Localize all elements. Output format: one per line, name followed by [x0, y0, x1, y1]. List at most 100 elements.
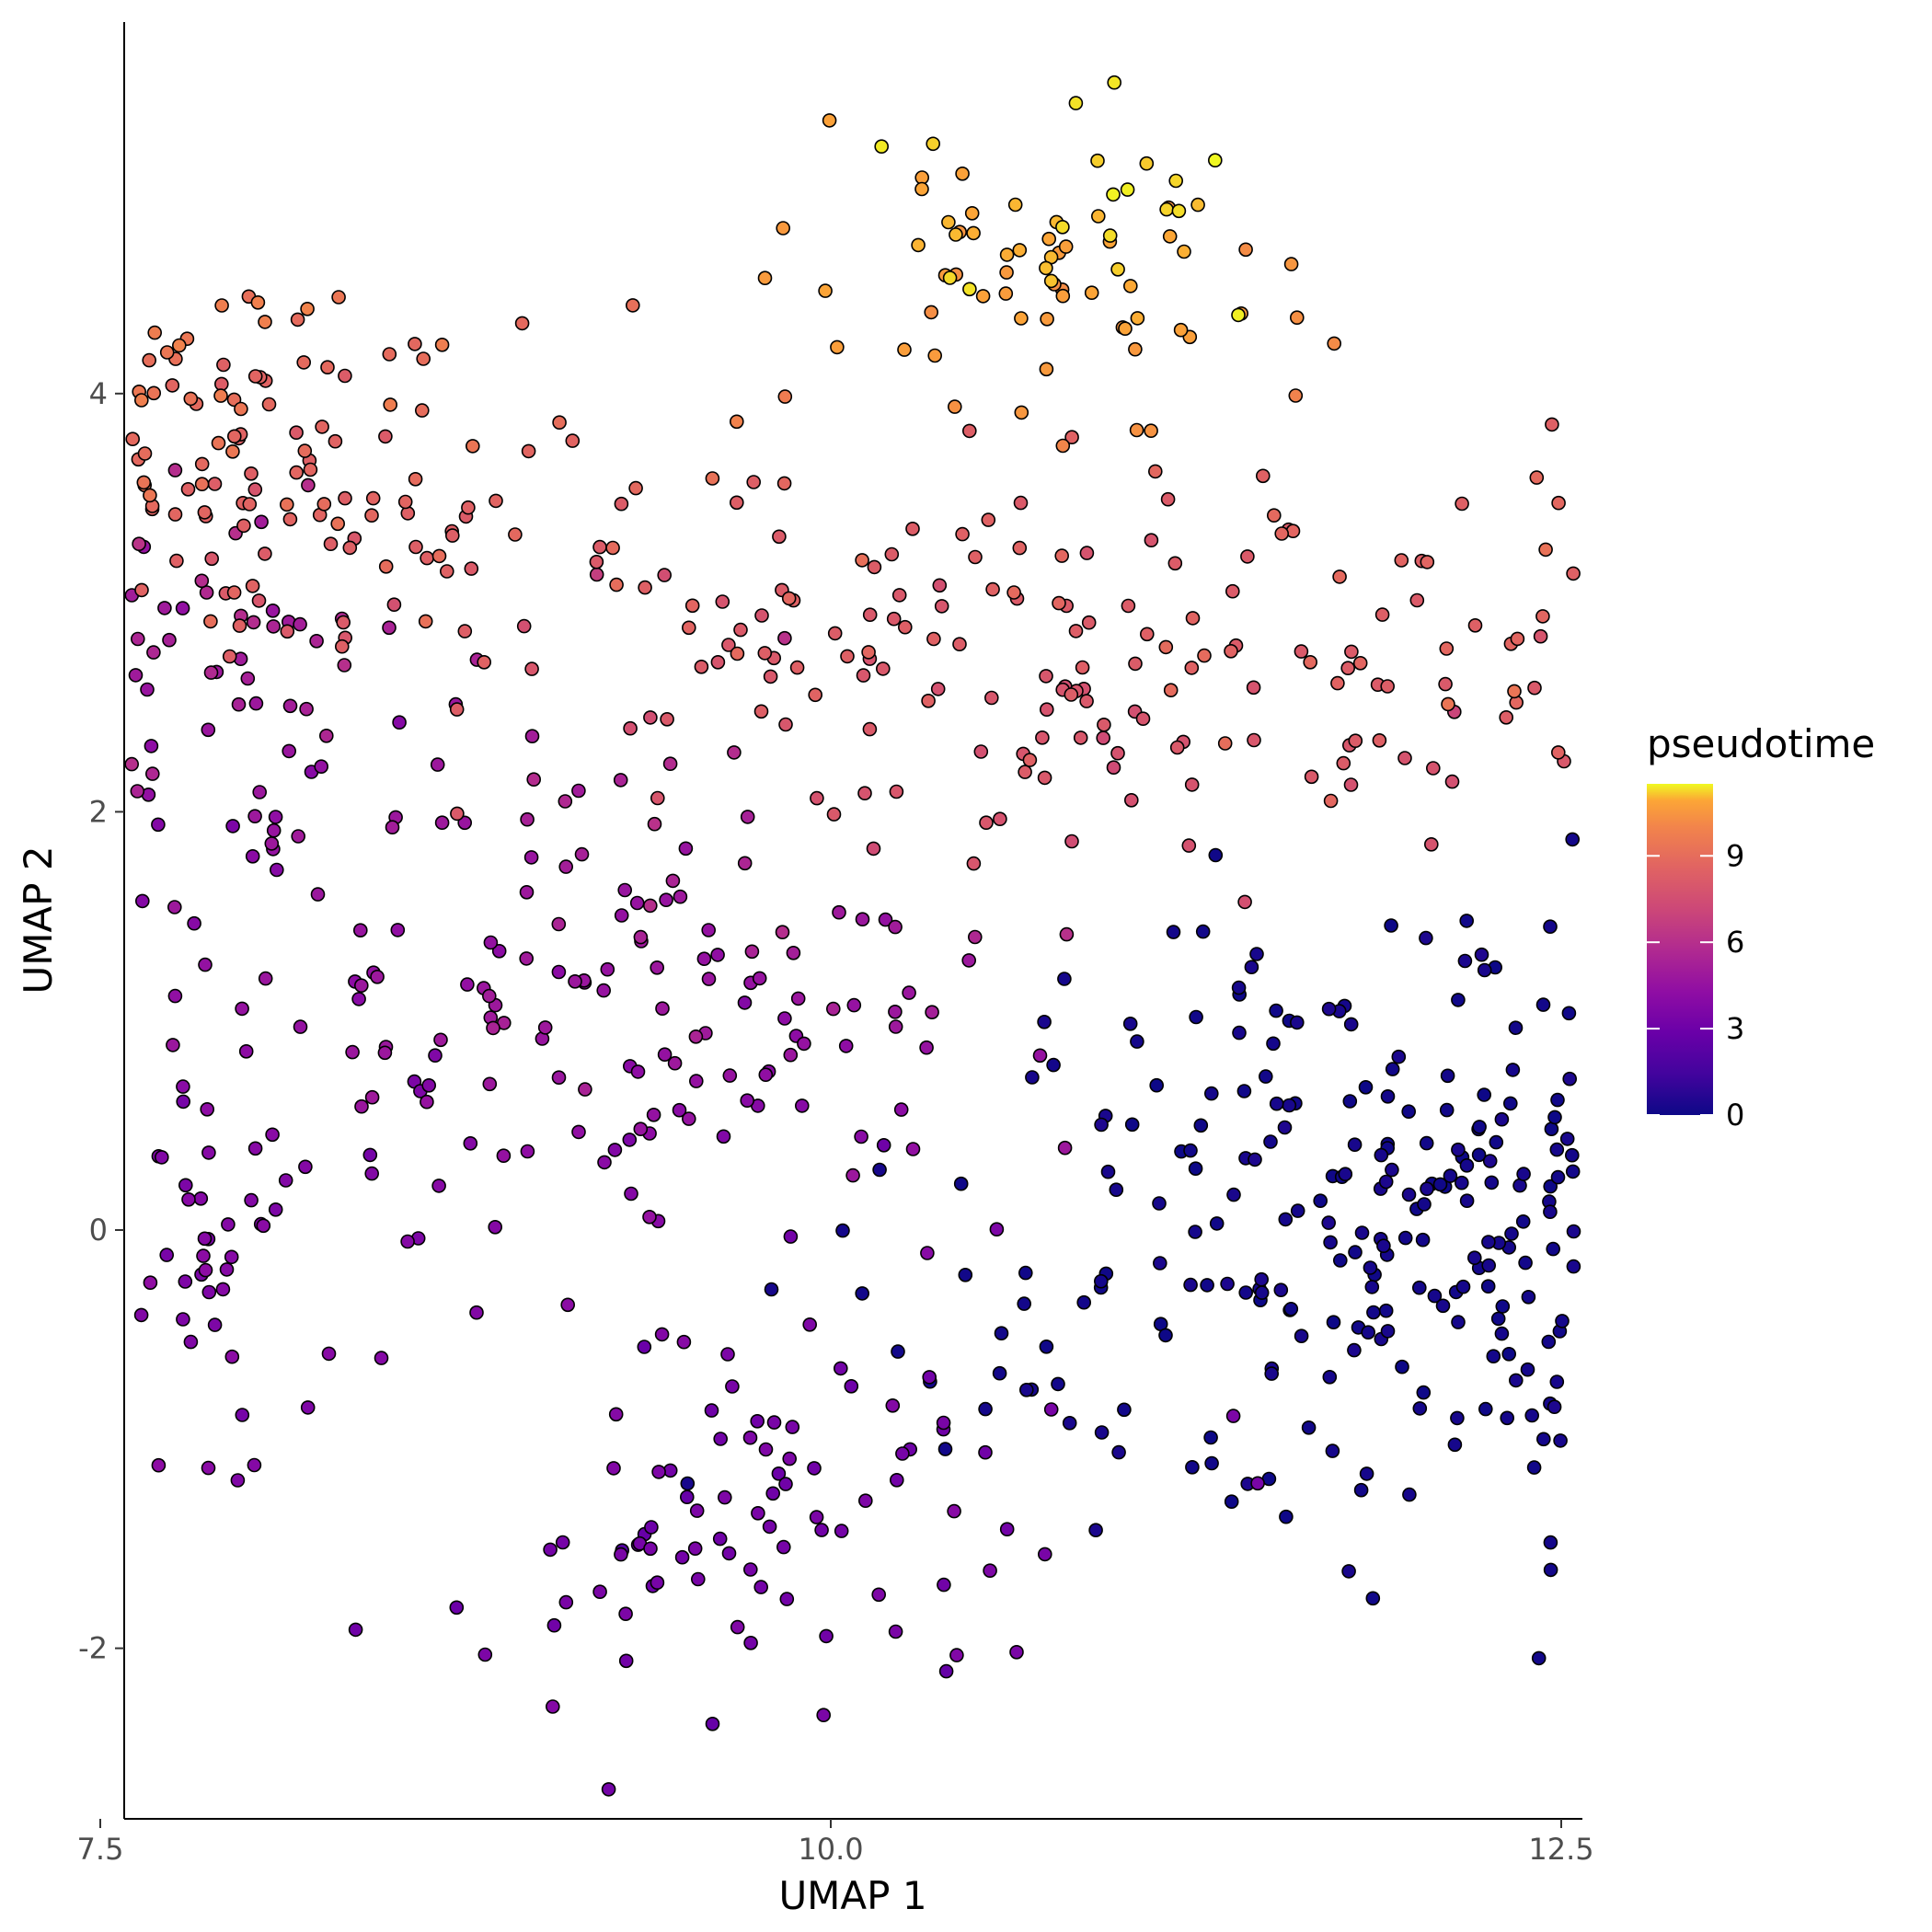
y-tick-label: -2	[78, 1631, 108, 1666]
data-point	[378, 429, 393, 444]
data-point	[818, 283, 833, 298]
data-point	[172, 338, 187, 353]
data-point	[430, 757, 445, 772]
data-point	[794, 1098, 810, 1113]
data-point	[605, 540, 620, 556]
data-point	[886, 611, 902, 627]
data-point	[1435, 1298, 1451, 1314]
data-point	[1130, 311, 1145, 326]
data-point	[644, 1520, 659, 1535]
data-point	[1019, 1383, 1034, 1397]
data-point	[133, 1307, 149, 1323]
data-point	[1301, 1420, 1317, 1435]
data-point	[1058, 239, 1074, 254]
data-point	[1018, 1265, 1033, 1281]
data-point	[809, 1510, 824, 1524]
data-point	[665, 873, 681, 889]
data-point	[630, 1064, 646, 1079]
data-point	[201, 1284, 217, 1300]
data-point	[1273, 1282, 1289, 1297]
data-point	[733, 622, 748, 638]
data-point	[385, 820, 400, 835]
data-point	[1204, 1455, 1219, 1471]
data-point	[265, 1127, 280, 1143]
data-point	[647, 816, 662, 832]
data-point	[1217, 736, 1233, 751]
data-point	[1565, 1147, 1580, 1163]
data-point	[932, 578, 948, 593]
data-point	[888, 1019, 903, 1034]
data-point	[282, 512, 298, 527]
data-point	[1376, 1238, 1391, 1253]
data-point	[258, 315, 272, 329]
data-point	[1037, 770, 1052, 786]
x-axis-ticks: 7.510.012.515.0	[77, 1819, 1594, 1867]
data-point	[362, 1147, 378, 1163]
data-point	[857, 786, 872, 801]
data-point	[364, 508, 379, 523]
data-point	[1515, 1214, 1531, 1229]
data-point	[1412, 1280, 1427, 1295]
data-point	[221, 1217, 236, 1232]
data-point	[194, 456, 210, 472]
data-point	[418, 614, 433, 629]
data-point	[778, 1477, 793, 1491]
data-point	[416, 351, 431, 366]
data-point	[1022, 753, 1038, 767]
data-point	[704, 1403, 719, 1418]
data-point	[1244, 960, 1259, 974]
data-point	[571, 1124, 586, 1140]
data-point	[165, 378, 180, 393]
data-point	[336, 615, 351, 630]
data-point	[856, 668, 871, 683]
data-point	[613, 773, 628, 788]
data-point	[1057, 972, 1072, 986]
data-point	[1224, 1494, 1239, 1509]
data-point	[444, 528, 460, 543]
data-point	[1120, 182, 1135, 197]
data-point	[705, 471, 720, 486]
data-point	[1518, 1255, 1533, 1271]
data-point	[1494, 1111, 1510, 1127]
data-point	[1259, 1069, 1273, 1084]
data-point	[1288, 388, 1304, 403]
data-point	[938, 1663, 954, 1679]
data-point	[252, 785, 268, 799]
data-point	[600, 961, 615, 977]
data-point	[650, 960, 665, 975]
data-point	[816, 1708, 832, 1722]
data-point	[1117, 1402, 1132, 1418]
data-point	[1500, 1410, 1514, 1426]
data-point	[633, 1121, 649, 1136]
data-point	[353, 978, 369, 993]
data-point	[1062, 1416, 1077, 1431]
data-point	[924, 305, 939, 320]
data-point	[730, 646, 745, 661]
data-point	[1111, 1444, 1126, 1460]
data-point	[1055, 220, 1070, 235]
data-point	[231, 696, 247, 712]
data-point	[1566, 1224, 1581, 1239]
data-point	[646, 1108, 661, 1122]
data-point	[854, 1129, 868, 1144]
data-point	[1474, 947, 1489, 962]
data-point	[895, 1446, 910, 1461]
data-point	[1181, 838, 1197, 853]
data-point	[1499, 709, 1513, 725]
data-point	[201, 1460, 216, 1476]
data-point	[248, 696, 264, 711]
data-point	[696, 951, 712, 966]
data-point	[558, 859, 574, 874]
data-point	[180, 481, 196, 497]
data-point	[1451, 993, 1466, 1007]
data-point	[662, 756, 678, 772]
data-point	[1455, 1279, 1471, 1294]
data-point	[1102, 228, 1118, 243]
data-point	[782, 1451, 798, 1466]
data-point	[207, 477, 223, 491]
data-point	[1110, 745, 1125, 761]
data-point	[1313, 1193, 1328, 1208]
data-point	[194, 477, 210, 492]
data-point	[1481, 1258, 1496, 1273]
data-point	[1269, 1096, 1284, 1111]
